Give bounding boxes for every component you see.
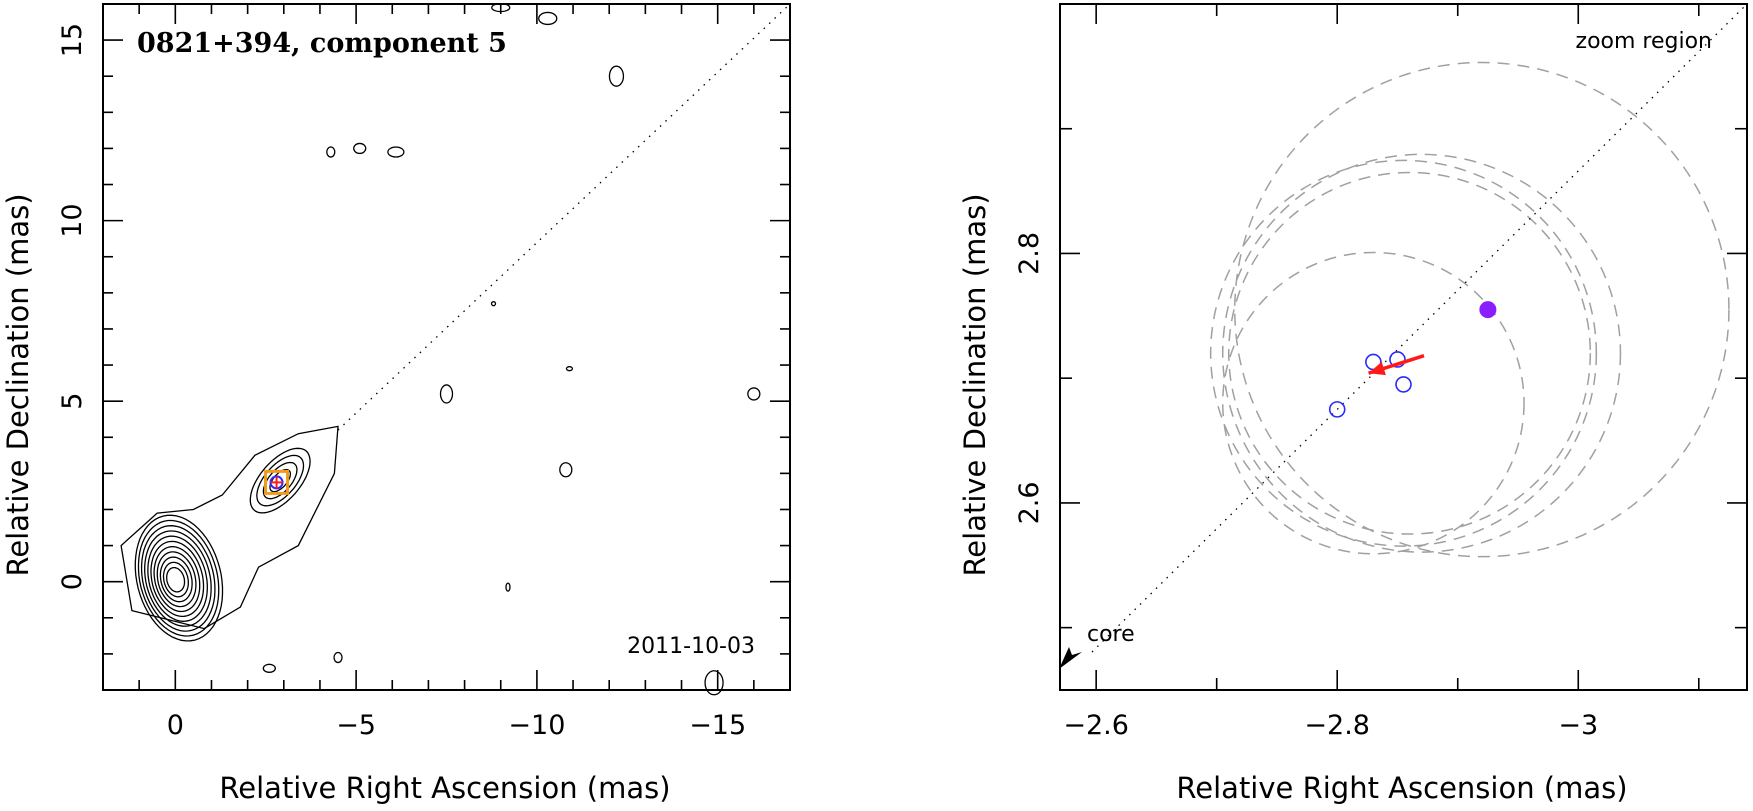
contour-line (704, 670, 724, 696)
contour-line (326, 146, 336, 158)
contour-line (147, 535, 208, 622)
contour-line (505, 582, 511, 592)
x-tick-label: 0 (167, 710, 184, 741)
contour-line (134, 514, 224, 642)
contour-line (565, 366, 574, 372)
contour-line (144, 530, 212, 627)
core-arrow-icon (1059, 647, 1082, 669)
position-points (1328, 301, 1497, 418)
contour-line (140, 525, 216, 632)
contour-line (156, 551, 197, 608)
component-square (264, 469, 290, 495)
uncertainty-ring (1227, 171, 1592, 535)
core-label: core (1087, 622, 1135, 647)
y-tick-label: 0 (57, 573, 88, 590)
contour-line (538, 11, 558, 26)
position-point (1328, 401, 1346, 418)
right-y-axis-title: Relative Declination (mas) (958, 193, 992, 576)
epoch-date: 2011-10-03 (627, 634, 755, 659)
panel-title: 0821+394, component 5 (137, 28, 507, 59)
x-tick-label: −2.6 (1063, 710, 1129, 741)
contour-line (120, 425, 339, 630)
uncertainty-rings (1209, 61, 1730, 558)
contour-line (137, 519, 220, 637)
x-tick-label: −15 (689, 710, 746, 741)
y-tick-label: 5 (57, 393, 88, 410)
component-marker (264, 469, 290, 495)
contour-line (249, 447, 311, 514)
velocity-arrow (1368, 354, 1425, 376)
right-plot-frame (1059, 3, 1748, 691)
contour-line (262, 663, 276, 673)
left-plot-frame (102, 3, 791, 691)
x-tick-label: −2.8 (1304, 710, 1370, 741)
contour-line (150, 540, 205, 618)
uncertainty-ring (1234, 61, 1730, 558)
x-tick-label: −10 (508, 710, 565, 741)
left-x-axis-title: Relative Right Ascension (mas) (219, 771, 670, 805)
uncertainty-ring (1209, 159, 1598, 547)
contour-line (159, 556, 193, 603)
contour-line (162, 561, 189, 598)
contour-line (166, 566, 186, 593)
y-tick-label: 2.6 (1014, 481, 1045, 524)
uncertainty-ring (1221, 251, 1525, 555)
contour-map (120, 2, 761, 696)
core-direction-line (1091, 3, 1748, 653)
y-tick-label: 10 (57, 203, 88, 237)
x-tick-label: −3 (1558, 710, 1598, 741)
left-ticks: 0 −5 −10 −15 0 5 10 15 (57, 3, 791, 741)
zoom-region-label: zoom region (1576, 29, 1712, 54)
uncertainty-ring (1221, 153, 1622, 553)
jet-direction-line (337, 3, 791, 431)
contour-line (608, 65, 625, 87)
position-point (1395, 376, 1412, 393)
right-panel: −2.6 −2.8 −3 2.6 2.8 zoom region core Relati… (958, 3, 1748, 805)
contour-line (559, 462, 573, 478)
contour-line (747, 387, 761, 401)
contour-line (256, 454, 305, 507)
contour-line (387, 146, 405, 158)
contour-line (262, 461, 298, 500)
contour-line (353, 142, 367, 155)
x-tick-label: −5 (336, 710, 376, 741)
position-point-filled (1479, 301, 1497, 319)
right-x-axis-title: Relative Right Ascension (mas) (1176, 771, 1627, 805)
left-panel: 0 −5 −10 −15 0 5 10 15 0821+394, component 5 20… (1, 2, 791, 805)
contour-line (439, 384, 454, 404)
right-ticks: −2.6 −2.8 −3 2.6 2.8 (1014, 3, 1747, 741)
y-tick-label: 15 (57, 23, 88, 57)
position-point (1389, 351, 1406, 368)
contour-line (333, 651, 343, 664)
y-tick-label: 2.8 (1014, 232, 1045, 275)
contour-line (153, 546, 201, 613)
left-y-axis-title: Relative Declination (mas) (1, 193, 35, 576)
velocity-arrow-head (1368, 361, 1386, 376)
contour-line (490, 301, 497, 307)
